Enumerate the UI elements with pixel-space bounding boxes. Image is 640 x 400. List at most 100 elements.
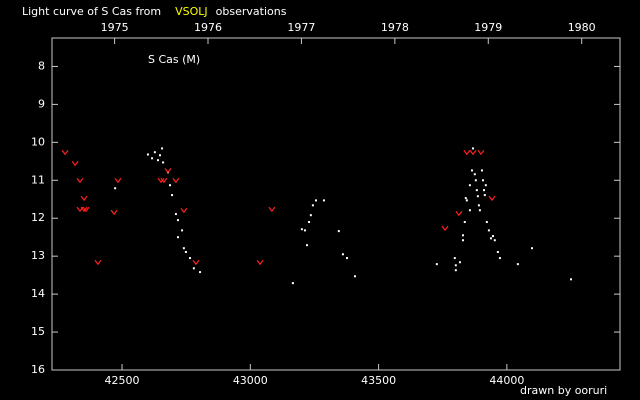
data-point — [181, 229, 184, 232]
data-point — [291, 282, 294, 285]
upper-limit — [441, 225, 449, 232]
data-point — [483, 194, 486, 197]
data-point — [485, 221, 488, 224]
data-point — [151, 157, 154, 160]
data-point — [114, 187, 117, 190]
data-point — [346, 257, 349, 260]
data-point — [162, 161, 165, 164]
x2-tick-label: 1977 — [287, 21, 315, 34]
y-tick-label: 13 — [31, 249, 45, 262]
y-tick-label: 9 — [38, 97, 45, 110]
data-point — [189, 257, 192, 260]
data-point — [146, 153, 149, 156]
upper-limit — [268, 206, 276, 213]
upper-limit — [160, 177, 168, 184]
data-point — [471, 147, 474, 150]
y-tick-label: 8 — [38, 59, 45, 72]
data-point — [435, 263, 438, 266]
data-point — [492, 235, 495, 238]
data-point — [475, 189, 478, 192]
data-point — [465, 199, 468, 202]
upper-limit — [463, 149, 471, 156]
data-point — [470, 169, 473, 172]
upper-limit — [164, 168, 172, 174]
data-point — [176, 219, 179, 222]
data-point — [478, 209, 481, 212]
upper-limit — [157, 177, 165, 184]
x2-tick-label: 1976 — [194, 21, 222, 34]
data-point — [461, 239, 464, 242]
x2-tick-label: 1979 — [474, 21, 502, 34]
title-part: Light curve of S Cas from — [22, 5, 161, 18]
x-tick-label: 43000 — [233, 374, 268, 387]
upper-limit — [80, 195, 88, 202]
data-point — [159, 154, 162, 157]
data-point — [480, 169, 483, 172]
data-point — [493, 239, 496, 242]
data-point — [192, 267, 195, 270]
x-tick-label: 43500 — [361, 374, 396, 387]
upper-limit — [180, 207, 188, 214]
data-point — [468, 184, 471, 187]
data-point — [463, 221, 466, 224]
title-part: VSOLJ — [175, 5, 208, 18]
data-point — [156, 159, 159, 162]
upper-limit — [469, 149, 477, 156]
upper-limit — [114, 177, 122, 184]
data-point — [309, 214, 312, 217]
data-point — [171, 194, 174, 197]
y-tick-label: 15 — [31, 325, 45, 338]
data-point — [199, 271, 202, 274]
data-point — [182, 247, 185, 250]
y-tick-label: 16 — [31, 363, 45, 376]
data-point — [474, 179, 477, 182]
x2-tick-label: 1975 — [101, 21, 129, 34]
data-point — [453, 257, 456, 260]
upper-limit — [76, 177, 84, 184]
data-point — [300, 228, 303, 231]
data-point — [477, 204, 480, 207]
data-point — [308, 221, 311, 224]
data-point — [516, 263, 519, 266]
x2-tick-label: 1978 — [381, 21, 409, 34]
data-point — [468, 209, 471, 212]
upper-limit — [256, 259, 264, 266]
data-point — [496, 250, 499, 253]
data-point — [489, 237, 492, 240]
upper-limit — [172, 177, 180, 184]
data-point — [484, 184, 487, 187]
data-point — [303, 229, 306, 232]
upper-limit — [192, 259, 200, 266]
y-tick-label: 12 — [31, 211, 45, 224]
chart-title: Light curve of S Cas from VSOLJ observatio… — [22, 5, 287, 18]
data-point — [454, 269, 457, 272]
annotation: S Cas (M) — [148, 53, 200, 66]
data-point — [473, 173, 476, 176]
data-point — [169, 184, 172, 187]
data-point — [482, 179, 485, 182]
data-point — [464, 197, 467, 200]
data-point — [341, 253, 344, 256]
upper-limit — [110, 209, 118, 216]
data-point — [483, 189, 486, 192]
data-point — [153, 151, 156, 154]
upper-limit — [488, 195, 496, 202]
upper-limit — [71, 160, 79, 167]
upper-limit — [477, 149, 485, 156]
y-tick-label: 11 — [31, 173, 45, 186]
x-tick-label: 42500 — [105, 374, 140, 387]
upper-limit — [80, 206, 88, 213]
data-point — [461, 234, 464, 237]
data-point — [487, 229, 490, 232]
data-point — [314, 199, 317, 202]
data-point — [306, 244, 309, 247]
data-point — [184, 250, 187, 253]
y-tick-label: 10 — [31, 135, 45, 148]
data-point — [458, 261, 461, 264]
data-point — [337, 230, 340, 233]
plot-frame — [51, 37, 621, 371]
x-tick-label: 44000 — [489, 374, 524, 387]
